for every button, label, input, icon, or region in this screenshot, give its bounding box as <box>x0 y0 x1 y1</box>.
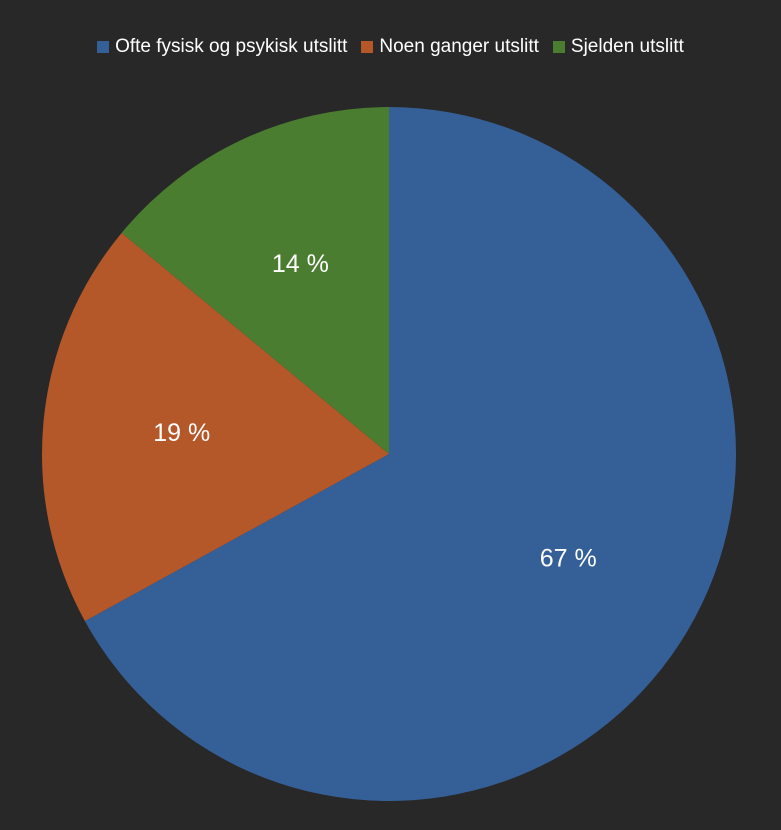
legend-item-ofte: Ofte fysisk og psykisk utslitt <box>97 36 347 58</box>
pie-slice-sjelden <box>121 106 390 454</box>
legend-item-sjelden: Sjelden utslitt <box>552 36 684 58</box>
legend: Ofte fysisk og psykisk utslitt Noen gang… <box>0 36 781 58</box>
legend-swatch-noen-ganger <box>361 41 374 53</box>
pie-slice-noen-ganger <box>42 232 390 622</box>
legend-swatch-sjelden <box>552 41 565 53</box>
pie-slice-ofte <box>84 107 737 801</box>
data-label-sjelden: 14 % <box>272 250 329 278</box>
legend-label-sjelden: Sjelden utslitt <box>570 36 684 57</box>
legend-label-noen-ganger: Noen ganger utslitt <box>379 36 539 57</box>
legend-item-noen-ganger: Noen ganger utslitt <box>361 36 539 58</box>
data-label-noen-ganger: 19 % <box>153 419 210 447</box>
legend-label-ofte: Ofte fysisk og psykisk utslitt <box>115 36 348 57</box>
legend-swatch-ofte <box>97 41 110 53</box>
data-label-ofte: 67 % <box>540 545 597 573</box>
